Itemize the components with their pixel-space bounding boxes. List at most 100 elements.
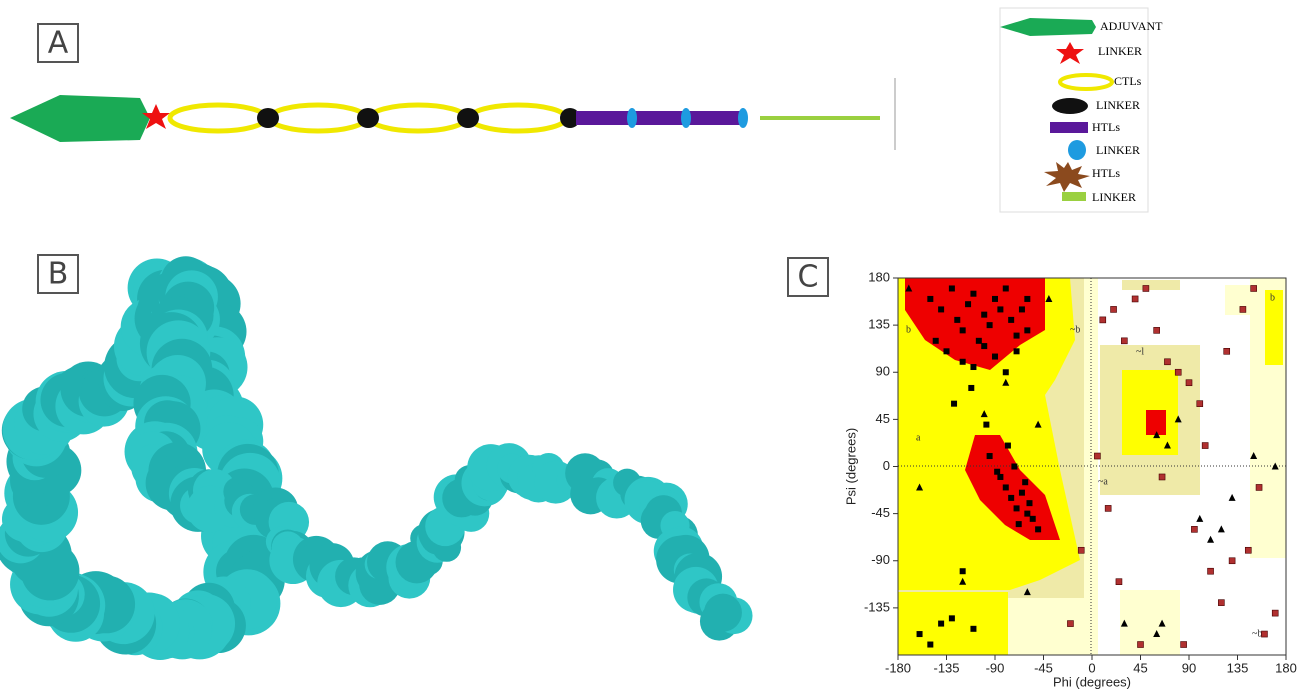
point — [1255, 484, 1263, 491]
region-label: ~a — [1098, 476, 1108, 487]
y-tick-label: -90 — [871, 552, 890, 567]
point — [1131, 295, 1139, 303]
point — [1218, 599, 1225, 606]
point — [1002, 285, 1009, 292]
ctl — [367, 102, 469, 134]
legend-swatch — [1000, 18, 1096, 36]
point — [1013, 505, 1020, 512]
htl-bar — [576, 111, 746, 125]
x-tick-label: -90 — [986, 660, 1005, 675]
point — [1034, 420, 1042, 428]
legend-swatch — [1056, 42, 1084, 64]
region-label: a — [916, 432, 921, 443]
legend-frame — [999, 7, 1149, 213]
point — [1207, 567, 1214, 575]
point — [1011, 463, 1018, 470]
region-core — [905, 278, 1045, 370]
point — [1261, 630, 1268, 638]
point — [975, 337, 982, 344]
x-tick-label: 135 — [1227, 660, 1249, 675]
point — [1004, 442, 1011, 449]
point — [1002, 369, 1009, 376]
surface-blob — [703, 593, 742, 632]
point — [1024, 295, 1031, 302]
point — [1121, 337, 1128, 345]
point — [1163, 441, 1171, 449]
point — [970, 625, 977, 632]
legend-swatch — [1052, 98, 1088, 114]
panel-label: B — [48, 257, 69, 292]
point — [1099, 316, 1107, 324]
point — [1180, 641, 1187, 648]
point — [1120, 619, 1128, 627]
point — [1110, 306, 1117, 313]
point — [1026, 500, 1033, 507]
point — [1024, 327, 1031, 334]
point — [1244, 546, 1252, 554]
point — [959, 577, 967, 585]
point — [1142, 285, 1150, 292]
x-tick-label: -45 — [1034, 660, 1053, 675]
point — [1201, 442, 1209, 449]
point — [1018, 489, 1025, 496]
legend-label: LINKER — [1092, 190, 1136, 204]
point — [1008, 316, 1015, 323]
point — [959, 327, 966, 334]
region-favoured — [1265, 290, 1283, 365]
point — [954, 316, 961, 323]
point — [1164, 358, 1171, 366]
point — [1174, 415, 1182, 423]
legend-label: ADJUVANT — [1100, 19, 1163, 33]
point — [1002, 484, 1009, 491]
panel-label: C — [798, 260, 819, 295]
linker-dot — [357, 108, 379, 128]
region-core — [1146, 410, 1166, 435]
x-tick-label: -180 — [885, 660, 911, 675]
point — [1018, 306, 1025, 313]
point — [997, 473, 1004, 480]
point — [1153, 327, 1160, 334]
linker-oval — [738, 108, 748, 128]
point — [1153, 431, 1161, 439]
point — [943, 348, 950, 355]
point — [1191, 526, 1198, 533]
y-tick-label: 180 — [868, 269, 890, 284]
point — [1035, 526, 1042, 533]
point — [986, 453, 993, 460]
point — [1250, 452, 1258, 460]
linker-dot — [560, 108, 580, 128]
plot-regions — [897, 277, 1287, 656]
x-tick-label: 45 — [1133, 660, 1147, 675]
point — [1002, 378, 1010, 386]
legend-swatch — [1058, 73, 1114, 91]
point — [916, 483, 924, 491]
point — [980, 410, 988, 418]
point — [927, 295, 934, 302]
point — [1137, 641, 1144, 648]
point — [986, 322, 993, 329]
panel-label: A — [48, 26, 69, 61]
point — [981, 343, 988, 350]
adjuvant — [10, 95, 150, 142]
point — [948, 285, 955, 292]
legend-swatch — [1044, 162, 1090, 192]
legend-label: CTLs — [1114, 74, 1142, 88]
legend-label: HTLs — [1092, 120, 1120, 134]
point — [932, 337, 939, 344]
legend: ADJUVANT LINKER CTLs LINKER HTLs LINKER … — [999, 7, 1163, 213]
construct — [10, 78, 896, 150]
point — [916, 631, 923, 638]
legend-swatch — [1050, 122, 1088, 133]
point — [938, 306, 945, 313]
region-allowed — [1122, 280, 1180, 290]
point — [983, 421, 990, 428]
protein-surface — [0, 256, 753, 661]
x-tick-label: 90 — [1182, 660, 1196, 675]
point — [959, 568, 966, 575]
region-generous — [1225, 285, 1250, 315]
point — [1196, 400, 1204, 407]
point — [1104, 505, 1112, 512]
legend-swatch — [1068, 140, 1086, 160]
point — [970, 364, 977, 371]
